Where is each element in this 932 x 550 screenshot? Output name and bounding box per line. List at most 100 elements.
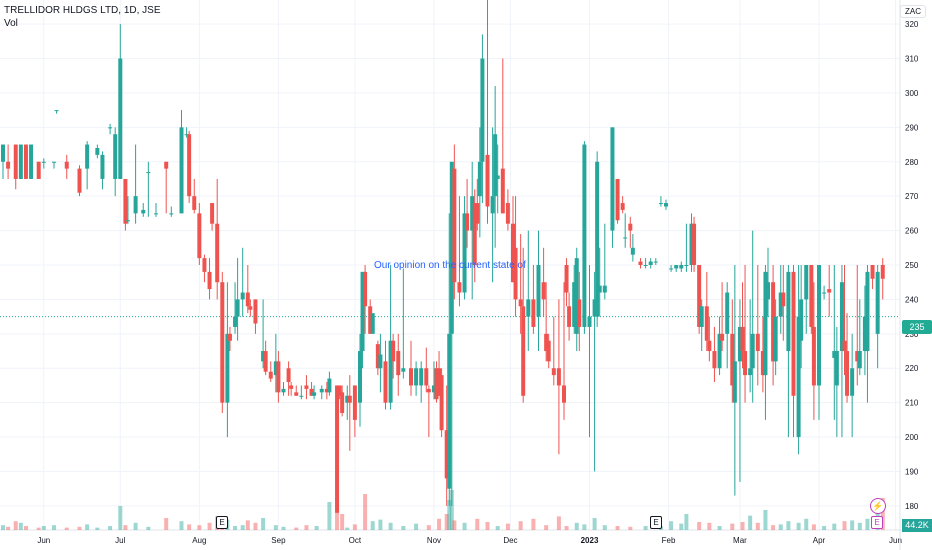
chart-annotation[interactable]: Our opinion on the current state of: [374, 260, 526, 271]
candle-body: [358, 351, 362, 403]
candle-body: [125, 220, 130, 222]
volume-bar: [832, 523, 837, 530]
candle-body: [100, 154, 105, 179]
candle-body: [113, 134, 118, 179]
candle-body: [536, 265, 541, 317]
volume-bar: [6, 526, 11, 530]
candle-body: [592, 299, 597, 317]
earnings-badge-2[interactable]: E: [650, 516, 662, 529]
earnings-badge[interactable]: E: [216, 516, 228, 529]
candle-body: [431, 385, 436, 393]
candle-body: [470, 196, 475, 231]
candle-body: [822, 292, 827, 294]
candle-body: [108, 127, 113, 129]
candle-body: [755, 333, 760, 352]
volume-bar: [755, 522, 760, 530]
volume-bar: [164, 518, 169, 530]
candle-body: [842, 340, 847, 352]
dividend-badge[interactable]: E: [871, 516, 883, 529]
volume-bar: [388, 522, 393, 530]
candle-body: [834, 351, 839, 386]
candle-body: [225, 333, 230, 403]
volume-bar: [857, 522, 862, 530]
candle-body: [141, 209, 146, 214]
volume-bar: [449, 490, 454, 530]
candle-body: [485, 154, 490, 207]
candle-body: [658, 203, 663, 205]
volume-bar: [880, 498, 885, 530]
candle-body: [281, 388, 286, 393]
candle-body: [623, 237, 628, 239]
candle-body: [786, 271, 791, 352]
candle-body: [179, 127, 184, 214]
lightning-icon[interactable]: ⚡: [870, 498, 886, 514]
candle-body: [505, 203, 510, 224]
candle-body: [54, 110, 59, 112]
volume-bar: [207, 522, 212, 530]
volume-bar: [281, 526, 286, 530]
x-tick-label: Feb: [662, 536, 676, 545]
volume-bar: [327, 502, 332, 530]
volume-bar: [108, 526, 113, 530]
volume-bar: [146, 526, 151, 530]
volume-bar: [717, 526, 722, 530]
candle-body: [146, 172, 151, 174]
candle-body: [340, 392, 345, 413]
volume-bar: [294, 527, 299, 530]
candle-body: [766, 282, 770, 300]
volume-bar: [679, 523, 684, 530]
candle-body: [582, 144, 587, 327]
candle-body: [414, 368, 419, 386]
candle-body: [439, 375, 444, 431]
candle-body: [187, 134, 192, 197]
volume-bar: [505, 523, 510, 530]
candle-body: [763, 271, 768, 376]
candle-body: [730, 333, 735, 386]
candle-body: [294, 392, 299, 396]
candle-body: [740, 326, 745, 352]
volume-bar: [684, 514, 689, 530]
candle-body: [862, 316, 867, 352]
candle-body: [669, 268, 674, 270]
candle-body: [184, 134, 189, 136]
candle-body: [335, 385, 340, 513]
candle-body: [289, 385, 294, 389]
candle-body: [233, 316, 238, 327]
candle-body: [388, 340, 393, 403]
volume-bar: [564, 526, 569, 530]
candle-body: [602, 285, 607, 293]
volume-bar: [574, 522, 579, 530]
x-tick-label: Jun: [889, 536, 902, 545]
y-tick-label: 230: [905, 330, 919, 339]
candle-body: [699, 306, 704, 327]
y-tick-label: 270: [905, 192, 919, 201]
volume-bar: [850, 520, 855, 530]
volume-legend: Vol: [4, 18, 18, 29]
candle-body: [587, 316, 592, 327]
volume-bar: [730, 523, 735, 530]
candle-body: [567, 306, 572, 327]
candle-body: [511, 223, 515, 283]
candle-body: [449, 161, 454, 334]
candle-body: [276, 361, 281, 393]
candle-body: [717, 333, 722, 369]
volume-bar: [345, 527, 350, 530]
candle-body: [477, 161, 482, 197]
volume-bar: [240, 525, 245, 530]
candle-body: [245, 292, 250, 307]
candle-body: [452, 168, 457, 283]
volume-bar: [52, 525, 56, 530]
candle-body: [462, 213, 467, 293]
currency-badge[interactable]: ZAC: [900, 5, 926, 18]
candle-body: [391, 340, 396, 362]
candle-body: [253, 299, 258, 324]
candle-body: [434, 368, 439, 400]
volume-bar: [763, 510, 768, 530]
candle-body: [865, 271, 870, 352]
volume-bar: [865, 518, 870, 530]
candle-body: [737, 326, 742, 362]
candle-body: [235, 299, 240, 317]
volume-bar: [811, 524, 816, 530]
volume-bar: [253, 522, 258, 530]
